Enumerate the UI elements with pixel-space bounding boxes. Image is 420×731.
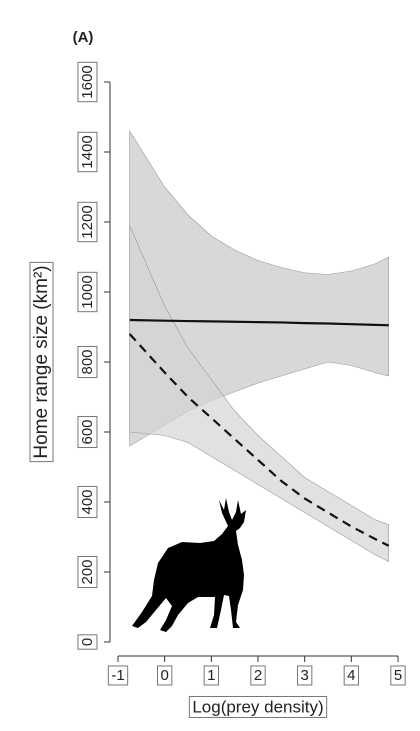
line [129, 318, 389, 327]
bands [129, 129, 389, 562]
y-axis-label: Home range size (km²) [31, 265, 52, 458]
panel-label: (A) [73, 29, 94, 46]
label-box [77, 131, 98, 173]
label-box [107, 665, 129, 686]
y-tick-label: 600 [79, 419, 96, 444]
y-tick-label: 1400 [79, 135, 96, 168]
y-tick-label: 400 [79, 489, 96, 514]
y-tick-label: 800 [79, 349, 96, 374]
label-box [188, 695, 328, 718]
x-tick-label: 0 [160, 667, 168, 684]
x-tick-label: 3 [300, 667, 308, 684]
label-box [29, 261, 54, 463]
y-tick-label: 1000 [79, 275, 96, 308]
x-tick-label: 1 [207, 667, 215, 684]
x-tick-label: 5 [394, 667, 402, 684]
label-box [250, 665, 266, 686]
label-box [77, 555, 98, 589]
x-axis-label: Log(prey density) [192, 697, 323, 716]
confidence-band [129, 225, 389, 562]
x-tick-label: -1 [111, 667, 124, 684]
label-box [390, 665, 406, 686]
label-box [156, 665, 173, 686]
y-tick-label: 1600 [79, 65, 96, 98]
label-box [77, 634, 98, 650]
label-box [203, 665, 220, 686]
label-box [77, 345, 98, 379]
label-box [296, 665, 313, 686]
label-box [77, 61, 98, 103]
label-box [77, 271, 98, 313]
line [128, 333, 390, 547]
label-box [77, 415, 98, 449]
label-box [343, 665, 360, 686]
x-tick-label: 2 [254, 667, 262, 684]
deer-silhouette [132, 498, 246, 632]
x-tick-label: 4 [347, 667, 355, 684]
y-tick-label: 0 [79, 638, 96, 646]
plot: 0 200 400 600 800 1000 1200 1400 1600 -1 0 1 2 3 4 5 [77, 61, 406, 686]
y-tick-label: 200 [79, 559, 96, 584]
label-box [77, 485, 98, 519]
y-tick-label: 1200 [79, 205, 96, 238]
label-box [77, 201, 98, 243]
